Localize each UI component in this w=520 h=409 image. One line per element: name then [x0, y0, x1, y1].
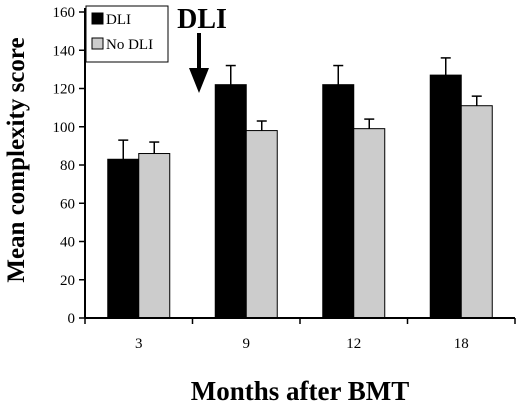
y-tick-label: 60: [60, 196, 75, 212]
bar: [107, 158, 140, 319]
bar: [138, 153, 171, 319]
y-tick-label: 80: [60, 158, 75, 174]
legend-swatch-dli: [91, 12, 104, 25]
y-tick-label: 20: [60, 273, 75, 289]
bar: [322, 84, 355, 319]
dli-annotation: DLI: [177, 4, 227, 93]
error-bars-group: [118, 57, 482, 160]
bars-group: [107, 74, 493, 319]
bar: [429, 74, 462, 319]
legend-swatch-no-dli: [91, 37, 104, 50]
y-axis-title: Mean complexity score: [3, 37, 30, 282]
legend-label-dli: DLI: [106, 12, 131, 28]
y-tick-label: 140: [53, 43, 76, 59]
legend-label-no-dli: No DLI: [106, 37, 153, 53]
x-tick-label: 12: [346, 336, 361, 352]
annotation-label: DLI: [177, 4, 227, 35]
x-tick-label: 9: [243, 336, 251, 352]
annotation-arrowhead: [189, 68, 209, 93]
y-tick-label: 100: [53, 120, 76, 136]
y-tick-label: 40: [60, 235, 75, 251]
x-tick-label: 3: [135, 336, 143, 352]
bar: [460, 105, 493, 319]
x-ticks: 3 9 12 18: [84, 318, 516, 352]
y-tick-label: 160: [53, 5, 76, 21]
y-ticks: 0 20 40 60 80 100 120 140 160: [53, 5, 85, 327]
x-tick-label: 18: [454, 336, 469, 352]
bar: [245, 130, 278, 319]
y-tick-label: 120: [53, 82, 76, 98]
bar: [214, 84, 247, 319]
y-tick-label: 0: [68, 311, 76, 327]
bar: [353, 128, 386, 319]
legend: DLI No DLI: [85, 5, 169, 63]
x-axis-title: Months after BMT: [191, 376, 409, 406]
